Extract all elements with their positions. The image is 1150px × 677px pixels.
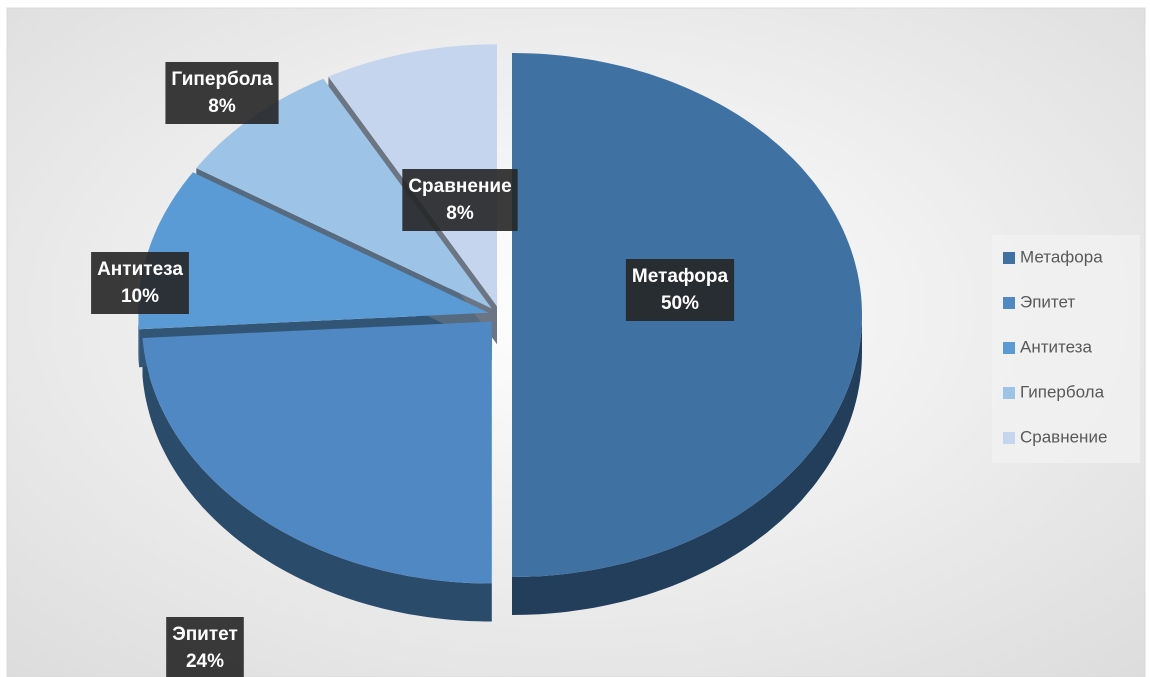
data-label-box bbox=[402, 169, 518, 231]
data-label-value: 8% bbox=[446, 203, 474, 224]
data-label-box bbox=[166, 617, 244, 677]
pie-slice bbox=[138, 172, 489, 330]
legend-label: Гипербола bbox=[1020, 382, 1105, 401]
legend: Метафора Эпитет Антитеза Гипербола Сравнение bbox=[1003, 247, 1107, 446]
data-label-name: Антитеза bbox=[97, 259, 183, 280]
slice-side bbox=[512, 315, 862, 615]
legend-swatch bbox=[1003, 387, 1015, 399]
legend-label: Эпитет bbox=[1020, 292, 1075, 311]
slice-side bbox=[142, 338, 492, 622]
data-label-value: 24% bbox=[186, 651, 224, 672]
legend-label: Антитеза bbox=[1020, 337, 1092, 356]
data-label-value: 50% bbox=[661, 293, 699, 314]
pie-slice bbox=[142, 321, 492, 584]
legend-swatch bbox=[1003, 252, 1015, 264]
legend-swatch bbox=[1003, 297, 1015, 309]
pie-slice bbox=[196, 78, 492, 309]
data-label-box bbox=[91, 252, 189, 314]
data-label-box bbox=[165, 62, 279, 124]
data-label-value: 10% bbox=[121, 286, 159, 307]
legend-swatch bbox=[1003, 342, 1015, 354]
legend-box bbox=[992, 235, 1140, 463]
data-label-box bbox=[625, 259, 735, 321]
legend-label: Метафора bbox=[1020, 247, 1103, 266]
data-label-name: Сравнение bbox=[408, 176, 511, 197]
data-label-name: Гипербола bbox=[171, 69, 273, 90]
data-label-value: 8% bbox=[208, 96, 236, 117]
data-label-name: Эпитет bbox=[172, 624, 238, 645]
legend-label: Сравнение bbox=[1020, 427, 1107, 446]
slice-side bbox=[138, 312, 140, 368]
data-labels: Метафора 50% Эпитет 24% Антитеза 10% Гипербола… bbox=[91, 62, 735, 677]
data-label-name: Метафора bbox=[632, 266, 729, 287]
legend-swatch bbox=[1003, 432, 1015, 444]
